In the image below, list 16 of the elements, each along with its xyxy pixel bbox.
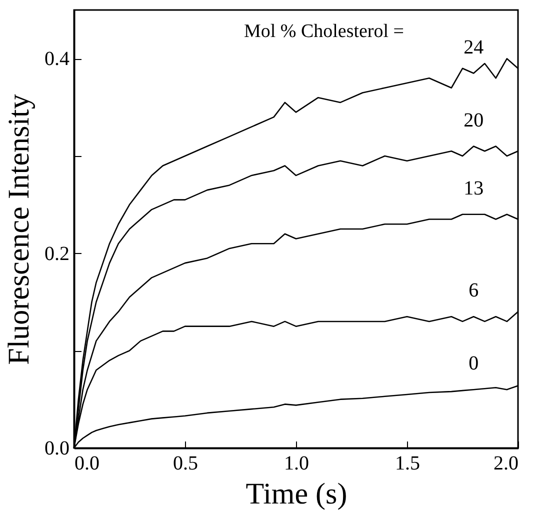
series-label: 6 xyxy=(468,280,479,302)
y-tick-label: 0.0 xyxy=(44,438,70,460)
y-tick-label: 0.2 xyxy=(44,242,70,265)
y-tick-label: 0.4 xyxy=(44,48,70,70)
x-axis-title: Time (s) xyxy=(246,478,348,510)
y-axis-title: Fluorescence Intensity xyxy=(2,94,36,365)
series-label: 24 xyxy=(464,36,484,58)
x-tick-label: 0.0 xyxy=(74,452,100,474)
series-label: 13 xyxy=(464,177,484,200)
annotation: Mol % Cholesterol = xyxy=(244,21,404,42)
x-tick-label: 2.0 xyxy=(494,452,518,474)
x-tick-label: 0.5 xyxy=(173,452,198,474)
series-label: 0 xyxy=(468,352,479,375)
series-label: 20 xyxy=(464,109,484,132)
x-tick-label: 1.5 xyxy=(395,452,420,474)
x-tick-label: 1.0 xyxy=(284,452,309,474)
